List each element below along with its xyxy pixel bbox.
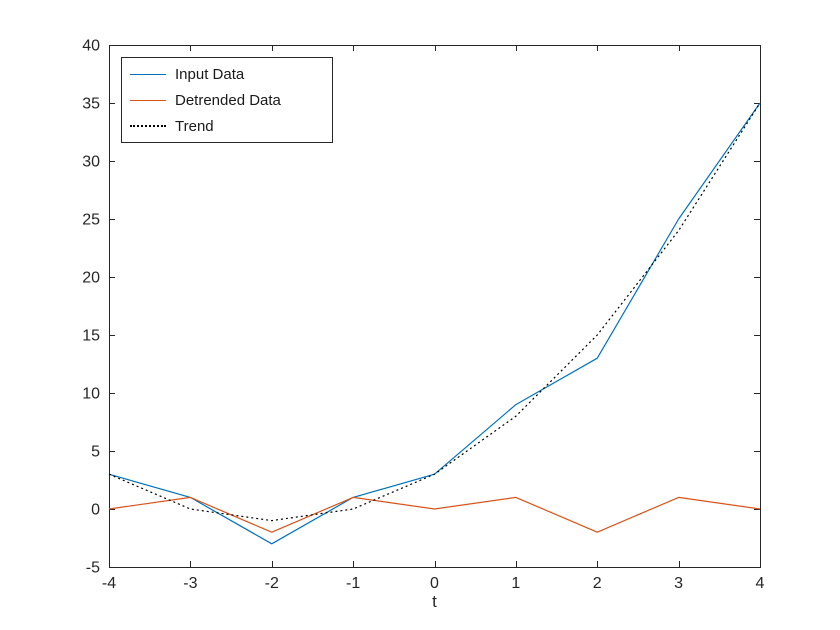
x-tick-label: 3	[674, 575, 683, 592]
legend: Input Data Detrended Data Trend	[121, 57, 333, 143]
legend-line-sample-trend	[130, 125, 166, 127]
legend-label-input-data: Input Data	[175, 65, 245, 83]
legend-item-input-data: Input Data	[122, 61, 332, 87]
legend-label-trend: Trend	[175, 117, 214, 135]
y-tick-label: 35	[82, 96, 100, 113]
series-line-detrended-data	[108, 496, 761, 533]
series-line-trend	[108, 102, 761, 522]
x-tick-label: 2	[593, 575, 602, 592]
x-tick-label: -4	[102, 575, 116, 592]
x-tick-label: 0	[430, 575, 439, 592]
x-tick-label: -2	[265, 575, 279, 592]
x-axis-label: t	[432, 592, 437, 611]
x-tick-label: 4	[756, 575, 765, 592]
legend-item-trend: Trend	[122, 113, 332, 139]
legend-label-detrended-data: Detrended Data	[175, 91, 281, 109]
y-tick-label: 25	[82, 212, 100, 229]
x-tick-label: 1	[511, 575, 520, 592]
y-tick-label: 20	[82, 270, 100, 287]
legend-line-sample-detrended-data	[130, 99, 166, 101]
y-tick-label: 40	[82, 38, 100, 55]
legend-item-detrended-data: Detrended Data	[122, 87, 332, 113]
x-tick-label: -3	[183, 575, 197, 592]
y-tick-label: 0	[91, 502, 100, 519]
y-tick-label: 5	[91, 444, 100, 461]
x-tick-label: -1	[346, 575, 360, 592]
legend-line-sample-input-data	[130, 73, 166, 75]
y-tick-label: 10	[82, 386, 100, 403]
y-tick-label: -5	[86, 560, 100, 577]
y-tick-label: 15	[82, 328, 100, 345]
y-tick-label: 30	[82, 154, 100, 171]
